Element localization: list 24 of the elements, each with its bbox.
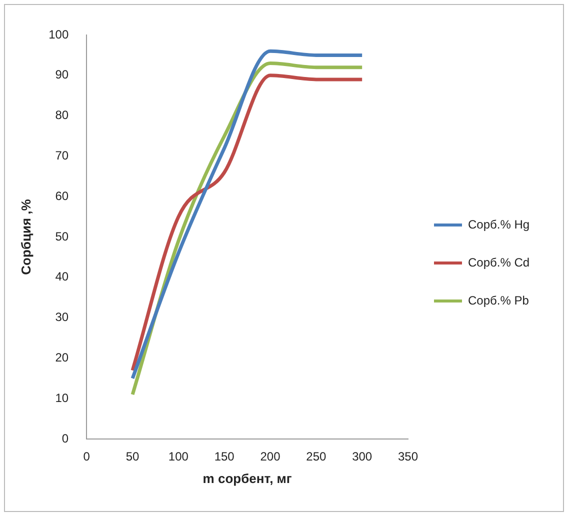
legend-label: Сорб.% Hg: [468, 217, 530, 232]
y-tick-label: 60: [55, 188, 69, 203]
y-tick-label: 100: [48, 27, 69, 42]
y-tick-label: 10: [55, 390, 69, 405]
y-tick-label: 70: [55, 148, 69, 163]
y-tick-label: 30: [55, 310, 69, 324]
y-tick-label: 20: [55, 350, 69, 365]
x-tick-label: 250: [306, 450, 327, 464]
y-axis-title: Сорбция ,%: [18, 198, 34, 275]
x-tick-label: 100: [168, 450, 189, 464]
legend-label: Сорб.% Pb: [468, 293, 530, 308]
y-tick-label: 80: [55, 108, 69, 122]
y-tick-label: 40: [55, 270, 69, 284]
x-tick-label: 150: [214, 450, 235, 464]
x-tick-label: 300: [352, 450, 372, 464]
x-axis-title: m сорбент, мг: [202, 470, 292, 486]
legend-label: Сорб.% Cd: [468, 255, 530, 270]
x-tick-label: 200: [260, 450, 281, 464]
y-tick-label: 90: [55, 68, 69, 82]
x-tick-label: 50: [126, 450, 140, 464]
y-tick-label: 0: [62, 431, 69, 446]
x-tick-label: 0: [83, 450, 90, 464]
x-tick-label: 350: [398, 450, 418, 464]
y-tick-label: 50: [55, 229, 69, 244]
